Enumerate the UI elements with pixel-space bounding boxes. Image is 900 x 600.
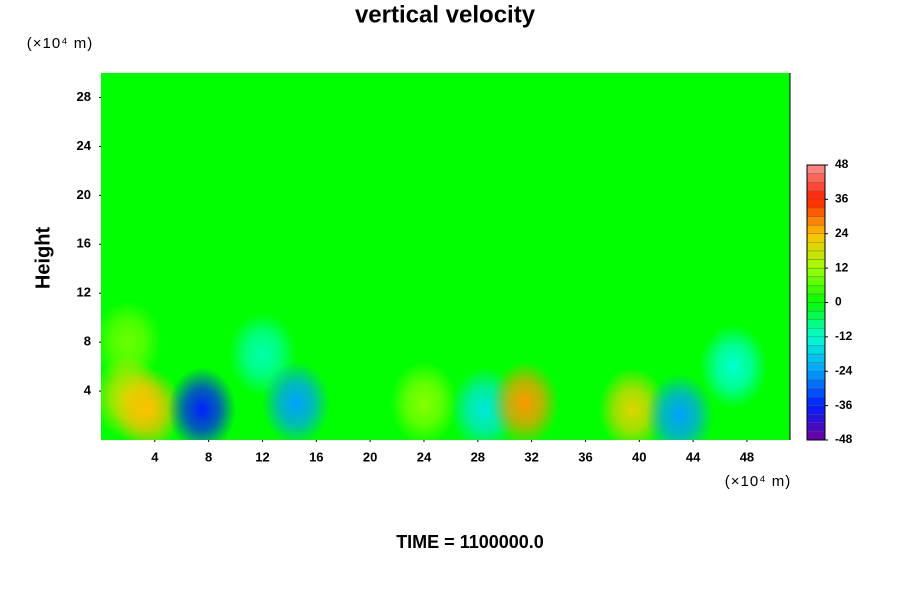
colorbar-band	[806, 345, 826, 355]
x-tick-label: 20	[363, 449, 377, 464]
colorbar-band	[806, 182, 826, 191]
field-feature	[389, 361, 458, 440]
field-feature	[167, 367, 236, 440]
colorbar-band	[806, 353, 826, 363]
colorbar-tick-label: -36	[835, 398, 853, 412]
colorbar-band	[806, 216, 826, 226]
x-tick-label: 4	[151, 449, 159, 464]
y-tick-label: 24	[77, 138, 92, 153]
x-tick-label: 32	[524, 449, 538, 464]
colorbar-band	[806, 199, 826, 209]
colorbar-band	[806, 276, 826, 286]
colorbar-band	[806, 431, 826, 441]
colorbar-band	[806, 362, 826, 372]
x-tick-label: 40	[632, 449, 646, 464]
field-feature	[699, 324, 768, 409]
colorbar-band	[806, 285, 826, 295]
colorbar-tick-label: 0	[835, 295, 842, 309]
colorbar-band	[806, 319, 826, 329]
field-feature	[114, 367, 183, 440]
colorbar-tick-label: -48	[835, 432, 853, 446]
colorbar-band	[806, 207, 826, 217]
y-unit: (×10⁴ m)	[27, 35, 94, 52]
colorbar-band	[806, 225, 826, 234]
x-tick-label: 24	[417, 449, 432, 464]
colorbar-band	[806, 328, 826, 338]
colorbar-tick-label: -24	[835, 363, 853, 377]
y-tick-label: 4	[84, 383, 92, 398]
y-tick-label: 8	[84, 334, 91, 349]
colorbar-band	[806, 388, 826, 398]
x-tick-label: 16	[309, 449, 323, 464]
colorbar-band	[806, 414, 826, 423]
chart-title: vertical velocity	[355, 1, 536, 28]
colorbar-band	[806, 164, 826, 174]
plot-area	[101, 73, 791, 440]
colorbar-band	[806, 336, 826, 346]
x-tick-label: 44	[686, 449, 701, 464]
x-tick-label: 12	[255, 449, 269, 464]
x-tick-label: 8	[205, 449, 212, 464]
colorbar-tick-label: 24	[835, 226, 849, 240]
y-tick-label: 12	[77, 285, 91, 300]
colorbar-band	[806, 371, 826, 380]
colorbar-band	[806, 422, 826, 432]
field	[101, 300, 768, 440]
colorbar-tick-label: 48	[835, 157, 849, 171]
colorbar-band	[806, 310, 826, 320]
colorbar-tick-label: 12	[835, 260, 849, 274]
colorbar-band	[806, 396, 826, 406]
x-tick-label: 36	[578, 449, 592, 464]
colorbar-band	[806, 173, 826, 183]
footer: TIME = 1100000.0	[396, 532, 544, 552]
colorbar-band	[806, 267, 826, 277]
colorbar-band	[806, 302, 826, 312]
y-tick-label: 16	[77, 236, 91, 251]
field-feature	[490, 361, 559, 440]
y-axis-label: Height	[32, 227, 54, 290]
colorbar-tick-label: 36	[835, 192, 849, 206]
colorbar-band	[806, 190, 826, 200]
colorbar-band	[806, 259, 826, 269]
y-tick-label: 28	[77, 89, 91, 104]
colorbar-band	[806, 250, 826, 260]
field-feature	[262, 361, 331, 440]
colorbar-tick-label: -12	[835, 329, 853, 343]
x-unit: (×10⁴ m)	[725, 473, 792, 490]
colorbar-band	[806, 405, 826, 415]
x-tick-label: 48	[740, 449, 754, 464]
x-tick-label: 28	[471, 449, 485, 464]
field-feature	[645, 373, 714, 440]
colorbar-band	[806, 233, 826, 243]
colorbar-band	[806, 293, 826, 303]
colorbar-band	[806, 379, 826, 389]
y-tick-label: 20	[77, 187, 91, 202]
colorbar-band	[806, 242, 826, 252]
